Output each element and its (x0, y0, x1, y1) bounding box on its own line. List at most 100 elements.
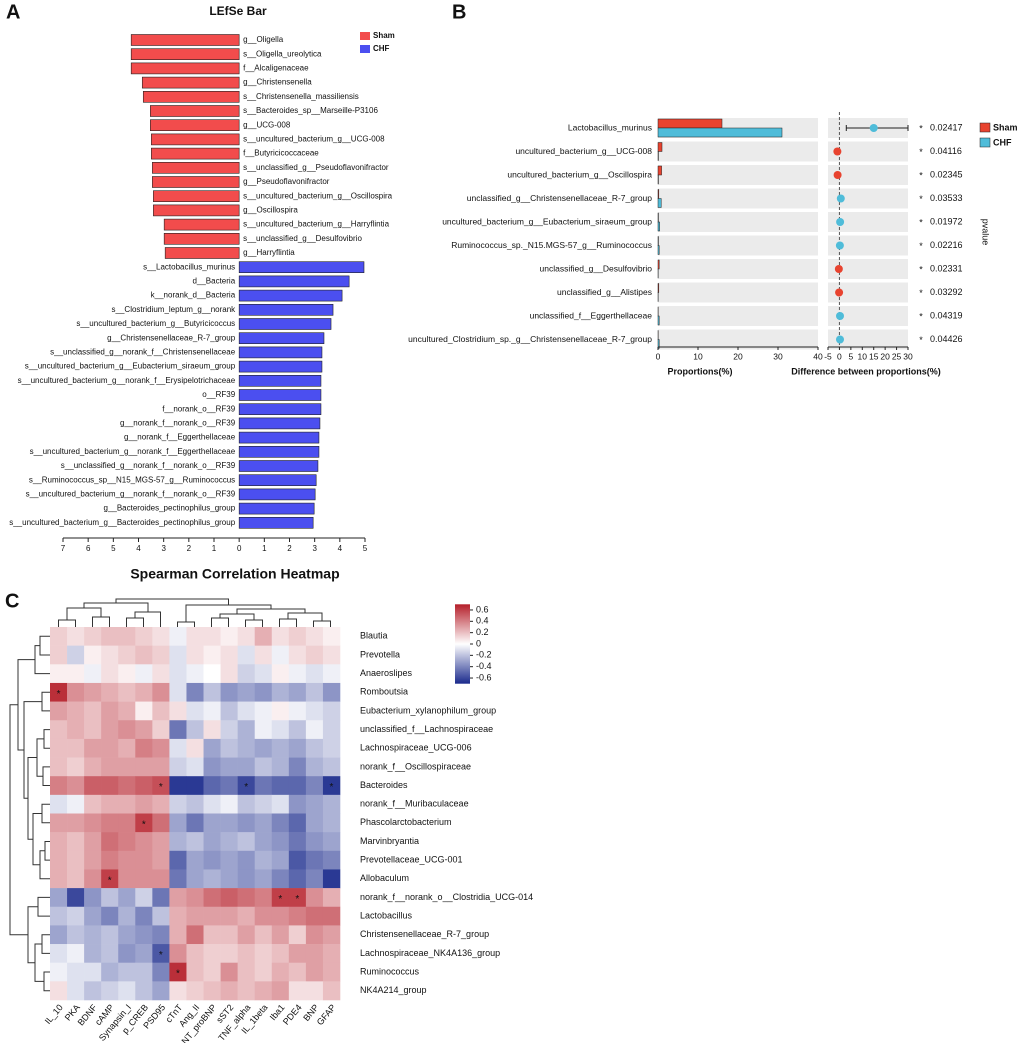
heatmap-cell (289, 963, 306, 982)
heatmap-cell (221, 664, 238, 683)
bar (658, 199, 661, 208)
heatmap-cell (238, 646, 255, 665)
heatmap-cell (169, 627, 186, 646)
heatmap-cell (238, 907, 255, 926)
legend-swatch (360, 45, 370, 53)
significance-mark: * (278, 894, 282, 905)
x-tick-label: 4 (338, 544, 343, 553)
category-label: Ruminococcus_sp._N15.MGS-57_g__Ruminococ… (451, 240, 652, 250)
heatmap-cell (204, 869, 221, 888)
heatmap-cell (255, 851, 272, 870)
bar (239, 475, 316, 486)
bar (239, 375, 321, 386)
category-label: s__uncultured_bacterium_g__Butyricicoccu… (76, 319, 235, 328)
row-label: Anaeroslipes (360, 668, 413, 678)
x-tick-label: 10 (858, 351, 868, 361)
bar (151, 134, 239, 145)
x-tick-label: 5 (111, 544, 116, 553)
heatmap-cell (221, 646, 238, 665)
heatmap-cell (101, 646, 118, 665)
heatmap-cell (169, 851, 186, 870)
heatmap-cell (204, 758, 221, 777)
category-label: uncultured_bacterium_g__UCG-008 (515, 146, 652, 156)
p-value: 0.02345 (930, 169, 963, 179)
row-label: Ruminococcus (360, 966, 420, 976)
heatmap-cell (67, 702, 84, 721)
heatmap-cell (152, 832, 169, 851)
row-band (658, 259, 818, 279)
heatmap-cell (323, 907, 340, 926)
heatmap-cell (255, 683, 272, 702)
heatmap-cell (50, 627, 67, 646)
heatmap-cell (289, 739, 306, 758)
heatmap-cell (50, 925, 67, 944)
x-tick-label: 0 (837, 351, 842, 361)
category-label: s__uncultured_bacterium_g__Harryflintia (243, 220, 389, 229)
heatmap-cell (323, 944, 340, 963)
bar (239, 503, 314, 514)
row-band (658, 189, 818, 209)
heatmap-cell (152, 758, 169, 777)
x-axis-title: Proportions(%) (668, 366, 733, 376)
heatmap-cell (306, 683, 323, 702)
heatmap-cell (101, 795, 118, 814)
heatmap-cell (169, 683, 186, 702)
bar (153, 205, 239, 216)
bar (239, 461, 318, 472)
heatmap-cell (272, 720, 289, 739)
bar (152, 177, 239, 188)
heatmap-cell (135, 646, 152, 665)
heatmap-cell (323, 925, 340, 944)
row-label: Lachnospiraceae_UCG-006 (360, 743, 472, 753)
heatmap-cell (67, 888, 84, 907)
heatmap-cell (50, 832, 67, 851)
x-tick-label: 40 (813, 351, 823, 361)
heatmap-cell (238, 664, 255, 683)
x-tick-label: 10 (693, 351, 703, 361)
heatmap-cell (169, 646, 186, 665)
heatmap-cell (306, 664, 323, 683)
heatmap-cell (152, 702, 169, 721)
heatmap-cell (306, 627, 323, 646)
category-label: d__Bacteria (192, 277, 235, 286)
heatmap-cell (221, 683, 238, 702)
column-dendrogram (59, 599, 331, 627)
heatmap-cell (323, 683, 340, 702)
category-label: f__Alcaligenaceae (243, 64, 309, 73)
panel-label: A (6, 1, 20, 23)
bar (239, 432, 319, 443)
bar (239, 489, 315, 500)
heatmap-cell (152, 683, 169, 702)
heatmap-cell (169, 888, 186, 907)
heatmap-cell (289, 981, 306, 1000)
heatmap-cell (272, 795, 289, 814)
heatmap-cell (50, 664, 67, 683)
heatmap-cell (306, 795, 323, 814)
heatmap-cell (272, 869, 289, 888)
category-label: s__unclassified_g__norank_f__norank_o__R… (61, 461, 236, 470)
category-label: g__Bacteroides_pectinophilus_group (104, 504, 236, 513)
x-tick-label: 4 (136, 544, 141, 553)
significance-mark: * (919, 170, 923, 180)
significance-mark: * (159, 950, 163, 961)
heatmap-cell (221, 963, 238, 982)
heatmap-cell (101, 907, 118, 926)
legend-label: CHF (373, 44, 390, 53)
x-tick-label: 0 (237, 544, 242, 553)
heatmap-cell (135, 720, 152, 739)
heatmap-cell (289, 814, 306, 833)
difference-dot (870, 124, 878, 132)
category-label: o__RF39 (202, 390, 235, 399)
heatmap-cell (67, 832, 84, 851)
heatmap-cell (169, 832, 186, 851)
x-tick-label: 1 (262, 544, 267, 553)
heatmap-cell (169, 776, 186, 795)
heatmap-cell (221, 851, 238, 870)
heatmap-cell (186, 963, 203, 982)
row-label: unclassified_f__Lachnospiraceae (360, 724, 493, 734)
heatmap-cell (84, 925, 101, 944)
bar (658, 246, 659, 255)
bar (239, 390, 321, 401)
heatmap-cell (306, 776, 323, 795)
heatmap-cell (84, 758, 101, 777)
